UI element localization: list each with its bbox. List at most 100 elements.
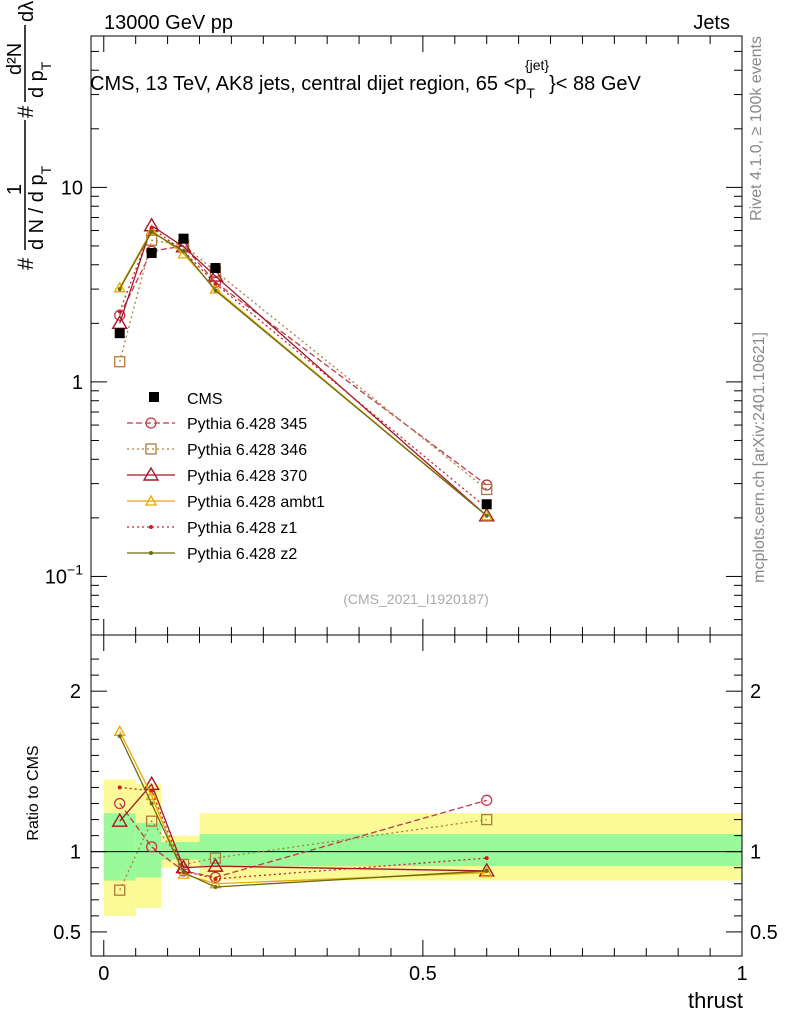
y-label-dn: d N / d pT	[26, 165, 54, 250]
ratio-uncertainty-bands	[103, 779, 742, 916]
main-point-z1	[149, 225, 154, 230]
ratio-x-tick-label: 1	[736, 963, 747, 985]
main-point-p370	[478, 507, 495, 522]
ratio-point-z2	[181, 870, 186, 875]
ratio-band-inner	[161, 842, 200, 860]
main-point-p346	[114, 356, 126, 368]
ratio-y-tick-label-right: 0.5	[750, 922, 778, 944]
ratio-series-line-p346	[119, 818, 487, 891]
ratio-point-ambt1	[145, 789, 158, 801]
main-panel: 10 1 10−1 CMS, 13 TeV, AK8 jets, central d…	[4, 1, 743, 636]
legend-label-z1: Pythia 6.428 z1	[187, 520, 297, 537]
ratio-point-p346	[481, 813, 493, 826]
main-data-point	[114, 328, 125, 339]
x-axis-label: thrust	[688, 988, 743, 1013]
ratio-y-tick-label: 2	[70, 681, 81, 703]
legend-marker-p345	[145, 417, 157, 429]
ratio-point-z1	[149, 788, 154, 793]
ratio-point-z1	[117, 785, 122, 790]
y-label-one: 1	[4, 184, 26, 195]
ratio-x-tick-label: 0.5	[409, 963, 437, 985]
main-point-z2	[484, 513, 489, 518]
main-point-z1	[213, 281, 218, 286]
main-point-z2	[149, 229, 154, 234]
legend-marker-data	[149, 392, 159, 402]
y-label-dpt: d pT	[26, 61, 54, 98]
rivet-label: Rivet 4.1.0, ≥ 100k events	[748, 36, 765, 221]
ratio-point-z1	[484, 856, 489, 861]
main-y-tick-label: 10−1	[45, 561, 83, 588]
main-point-ambt1	[209, 282, 222, 294]
ratio-ticks: 2 21 10.5 0.50 0.5 1	[53, 635, 778, 985]
ratio-point-p345	[481, 794, 493, 806]
ratio-point-z2	[117, 734, 122, 739]
ratio-point-ambt1	[480, 866, 493, 878]
mcplots-label: mcplots.cern.ch [arXiv:2401.10621]	[751, 332, 768, 583]
main-point-p345	[209, 276, 222, 288]
legend-label-data: CMS	[187, 391, 223, 408]
main-data-point	[210, 263, 221, 274]
ratio-point-p370	[111, 812, 128, 827]
main-title: CMS, 13 TeV, AK8 jets, central dijet reg…	[90, 57, 641, 101]
main-y-label: # 1 d N / d pT # d²N d pT dλ	[4, 1, 54, 270]
ratio-band-inner	[199, 834, 742, 867]
main-y-tick-label: 1	[72, 372, 83, 394]
ratio-series	[111, 724, 495, 896]
main-point-z1	[117, 309, 122, 314]
main-point-z2	[117, 287, 122, 292]
main-series	[111, 217, 495, 522]
header-right: Jets	[693, 12, 730, 34]
legend-label-p370: Pythia 6.428 370	[187, 468, 307, 485]
main-series-line-ambt1	[119, 229, 488, 517]
y-label-dlambda: dλ	[16, 1, 38, 22]
legend-marker-p370	[142, 466, 160, 481]
main-y-tick-label: 10	[61, 177, 83, 199]
ratio-point-p370	[207, 857, 224, 872]
main-series-line-z1	[119, 226, 488, 509]
legend-label-p345: Pythia 6.428 345	[187, 416, 307, 433]
y-label-d2n: d²N	[4, 43, 26, 75]
ratio-y-tick-label-right: 1	[750, 842, 761, 864]
legend-label-p346: Pythia 6.428 346	[187, 442, 307, 459]
ratio-point-z2	[149, 801, 154, 806]
ratio-point-p346	[209, 852, 222, 864]
main-point-z2	[213, 288, 218, 293]
legend-marker-z2	[149, 551, 153, 555]
legend-marker-z1	[149, 525, 153, 529]
main-point-z2	[181, 249, 186, 254]
main-point-p370	[207, 267, 224, 282]
main-point-ambt1	[113, 281, 126, 293]
main-series-line-p345	[119, 245, 488, 486]
ratio-point-ambt1	[113, 724, 126, 736]
analysis-ref: (CMS_2021_I1920187)	[343, 591, 489, 607]
ratio-y-tick-label: 1	[70, 842, 81, 864]
ratio-y-label: Ratio to CMS	[25, 745, 42, 840]
y-label-hash: #	[13, 257, 38, 270]
ratio-y-tick-label: 0.5	[53, 922, 81, 944]
ratio-point-p345	[145, 841, 158, 853]
legend-marker-ambt1	[144, 494, 158, 506]
ratio-point-p346	[145, 815, 158, 827]
ratio-point-z1	[213, 876, 218, 881]
main-data-point	[146, 247, 157, 258]
ratio-band-inner	[103, 813, 136, 881]
ratio-panel: 2 21 10.5 0.50 0.5 1 Ratio to CMS thrust	[25, 634, 778, 1013]
main-point-p346	[481, 483, 493, 496]
ratio-plot-frame	[90, 634, 743, 957]
main-data-point	[481, 499, 492, 510]
ratio-series-line-p370	[119, 783, 487, 872]
legend-label-ambt1: Pythia 6.428 ambt1	[187, 494, 325, 511]
main-data-point	[178, 233, 189, 244]
legend: CMS Pythia 6.428 345 Pythia 6.428 346 Pythi…	[127, 391, 325, 563]
y-label-hash2: #	[13, 105, 38, 118]
ratio-series-line-z1	[119, 786, 487, 880]
main-series-line-p370	[119, 224, 488, 517]
header-left: 13000 GeV pp	[104, 12, 233, 34]
ratio-point-p345	[114, 797, 126, 810]
main-series-line-p346	[119, 239, 488, 490]
ratio-y-tick-label-right: 2	[750, 681, 761, 703]
main-point-ambt1	[145, 224, 158, 236]
ratio-point-z2	[213, 884, 218, 889]
legend-label-z2: Pythia 6.428 z2	[187, 546, 297, 563]
